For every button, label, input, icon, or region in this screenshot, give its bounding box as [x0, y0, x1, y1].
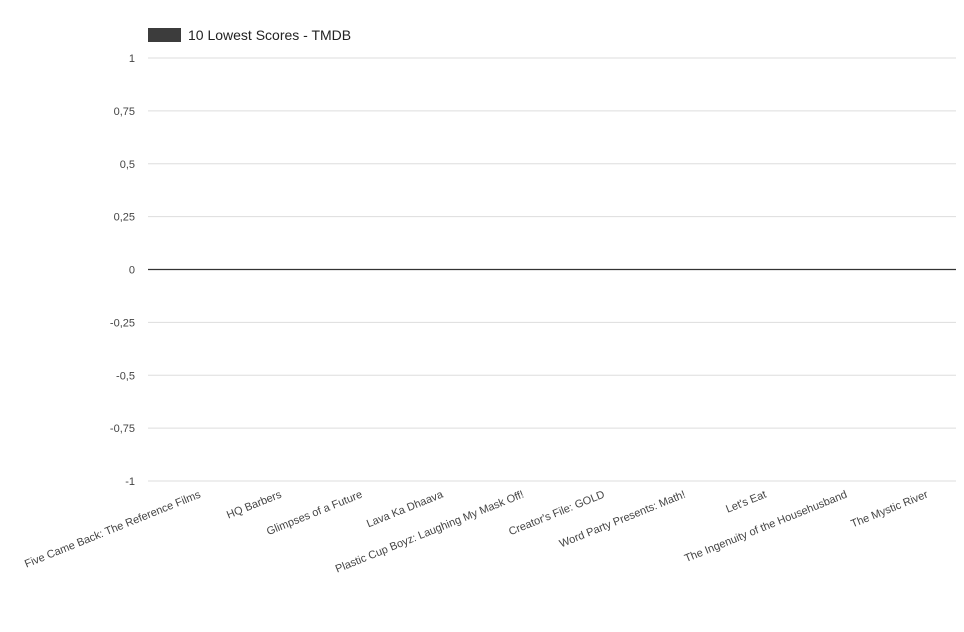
legend-swatch	[148, 28, 181, 42]
x-tick-label: The Mystic River	[849, 489, 930, 531]
y-axis: 1 0,75 0,5 0,25 0 -0,25 -0,5 -0,75 -1	[110, 53, 135, 488]
x-tick-label: HQ Barbers	[225, 488, 284, 521]
y-tick-label: -0,25	[110, 317, 135, 329]
legend: 10 Lowest Scores - TMDB	[148, 27, 351, 43]
gridlines	[148, 57, 956, 482]
y-tick-label: 0,5	[120, 159, 135, 171]
y-tick-label: -0,5	[116, 370, 135, 382]
x-tick-label: Five Came Back: The Reference Films	[23, 488, 203, 570]
legend-label: 10 Lowest Scores - TMDB	[188, 27, 351, 43]
x-axis: Five Came Back: The Reference Films HQ Ba…	[23, 488, 930, 575]
y-tick-label: 0,25	[114, 212, 135, 224]
y-tick-label: 0	[129, 265, 135, 277]
y-tick-label: -0,75	[110, 423, 135, 435]
x-tick-label: Let's Eat	[724, 489, 768, 516]
y-tick-label: 1	[129, 53, 135, 65]
y-tick-label: 0,75	[114, 106, 135, 118]
y-tick-label: -1	[125, 476, 135, 488]
